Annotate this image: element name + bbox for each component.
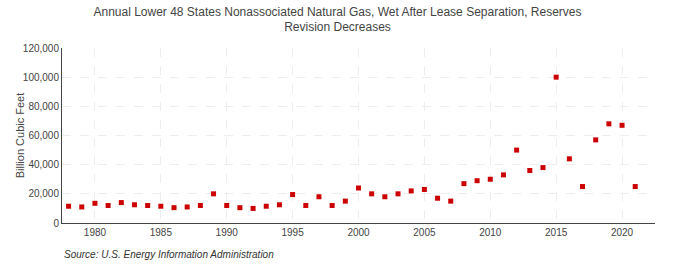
svg-text:0: 0 [53, 218, 59, 229]
svg-text:1995: 1995 [281, 227, 304, 238]
svg-text:2020: 2020 [611, 227, 634, 238]
svg-text:100,000: 100,000 [23, 72, 60, 83]
svg-text:1985: 1985 [150, 227, 173, 238]
svg-text:2000: 2000 [347, 227, 370, 238]
svg-text:2005: 2005 [413, 227, 436, 238]
svg-text:2015: 2015 [545, 227, 568, 238]
svg-text:1990: 1990 [216, 227, 239, 238]
svg-text:20,000: 20,000 [28, 188, 59, 199]
svg-text:1980: 1980 [84, 227, 107, 238]
svg-text:2010: 2010 [479, 227, 502, 238]
svg-text:Annual Lower 48 States Nonasso: Annual Lower 48 States Nonassociated Nat… [93, 5, 581, 35]
svg-text:80,000: 80,000 [28, 101, 59, 112]
svg-text:Source: U.S. Energy Informatio: Source: U.S. Energy Information Administ… [64, 249, 274, 260]
svg-text:120,000: 120,000 [23, 43, 60, 54]
svg-text:60,000: 60,000 [28, 130, 59, 141]
svg-text:Billion Cubic Feet: Billion Cubic Feet [14, 93, 26, 179]
svg-text:40,000: 40,000 [28, 159, 59, 170]
